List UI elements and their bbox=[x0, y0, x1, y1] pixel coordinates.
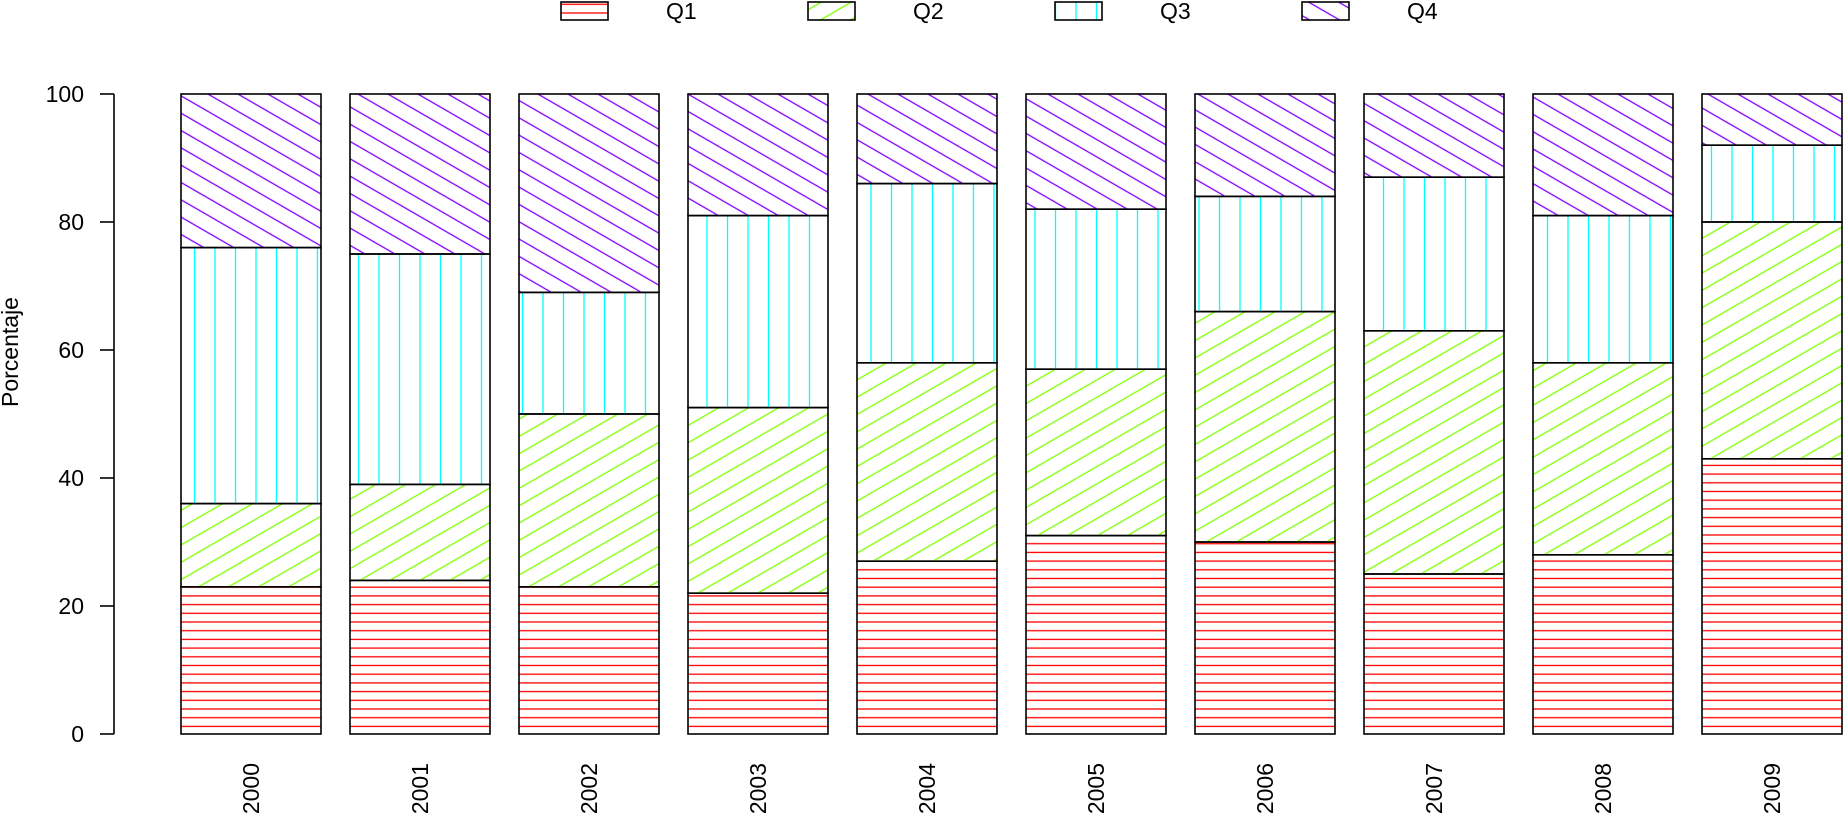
legend-label: Q4 bbox=[1407, 0, 1438, 24]
bar-segment-outline bbox=[1025, 93, 1167, 210]
bar-segment-q1-2009 bbox=[1702, 458, 1842, 734]
y-tick-label: 100 bbox=[46, 81, 84, 107]
legend-item-q3: Q3 bbox=[1054, 0, 1191, 24]
bar-stack-2007 bbox=[1363, 93, 1505, 735]
legend: Q1 Q2 Q3 Q4 bbox=[560, 0, 1438, 24]
y-tick-label: 40 bbox=[58, 465, 84, 491]
bar-segment-q3-2009 bbox=[1702, 145, 1842, 222]
legend-swatch bbox=[1055, 2, 1102, 20]
x-tick-label: 2009 bbox=[1759, 763, 1785, 814]
bar-segment-outline bbox=[687, 93, 829, 217]
bar-segment-q1-2003 bbox=[688, 593, 828, 734]
bar-segment-q3-2002 bbox=[519, 292, 659, 414]
y-axis: 0 20 40 60 80 100 bbox=[46, 81, 115, 747]
bar-segment-q4-2005 bbox=[1026, 94, 1166, 210]
bar-segment-q3-2000 bbox=[181, 247, 321, 504]
bar-stack-2009 bbox=[1701, 93, 1843, 735]
legend-swatch-outline bbox=[807, 1, 856, 21]
bar-segment-q3-2001 bbox=[350, 254, 490, 485]
bar-segment-q2-2000 bbox=[181, 503, 321, 587]
bar-stack-2000 bbox=[180, 93, 322, 735]
bar-segment-q4-2002 bbox=[519, 94, 659, 293]
bar-stack-2002 bbox=[518, 93, 660, 735]
bar-segment-q2-2001 bbox=[350, 484, 490, 581]
bar-stack-2008 bbox=[1532, 93, 1674, 735]
y-tick-label: 60 bbox=[58, 337, 84, 363]
bar-segment-q4-2006 bbox=[1195, 94, 1335, 197]
legend-item-q1: Q1 bbox=[560, 0, 697, 24]
bar-segment-q4-2001 bbox=[350, 94, 490, 254]
y-axis-label: Porcentaje bbox=[0, 297, 23, 407]
bar-segment-q1-2008 bbox=[1533, 554, 1673, 734]
legend-label: Q2 bbox=[913, 0, 944, 24]
bar-segment-q2-2007 bbox=[1364, 330, 1504, 574]
x-tick-label: 2007 bbox=[1421, 763, 1447, 814]
legend-item-q4: Q4 bbox=[1301, 0, 1438, 24]
bar-segment-q2-2002 bbox=[519, 414, 659, 587]
bar-segment-q2-2008 bbox=[1533, 362, 1673, 555]
x-tick-label: 2006 bbox=[1252, 763, 1278, 814]
bar-segment-q3-2006 bbox=[1195, 196, 1335, 312]
bar-segment-q4-2007 bbox=[1364, 94, 1504, 178]
bar-segment-q1-2002 bbox=[519, 586, 659, 734]
bar-segment-q3-2007 bbox=[1364, 177, 1504, 331]
x-tick-label: 2005 bbox=[1083, 763, 1109, 814]
bar-segment-q1-2000 bbox=[181, 586, 321, 734]
bar-segment-outline bbox=[1194, 93, 1336, 198]
bar-segment-q2-2009 bbox=[1702, 222, 1842, 459]
legend-label: Q1 bbox=[666, 0, 697, 24]
y-tick-label: 80 bbox=[58, 209, 84, 235]
x-tick-label: 2002 bbox=[576, 763, 602, 814]
legend-swatch bbox=[1302, 2, 1349, 20]
bar-stack-2006 bbox=[1194, 93, 1336, 735]
bar-segment-outline bbox=[1701, 93, 1843, 147]
x-axis-labels: 2000 2001 2002 2003 2004 2005 2006 2007 2008 2009 bbox=[238, 763, 1785, 814]
bar-segment-outline bbox=[1363, 93, 1505, 178]
bar-segment-outline bbox=[180, 93, 322, 249]
bar-segment-q1-2004 bbox=[857, 561, 997, 734]
bar-segment-q2-2005 bbox=[1026, 369, 1166, 536]
legend-swatch bbox=[561, 2, 608, 20]
x-tick-label: 2000 bbox=[238, 763, 264, 814]
legend-label: Q3 bbox=[1160, 0, 1191, 24]
legend-swatch bbox=[808, 2, 855, 20]
y-tick-label: 20 bbox=[58, 593, 84, 619]
y-tick-label: 0 bbox=[71, 721, 84, 747]
bar-segment-q1-2005 bbox=[1026, 535, 1166, 734]
bar-stack-2001 bbox=[349, 93, 491, 735]
bar-segment-q2-2006 bbox=[1195, 311, 1335, 542]
bar-segment-q3-2003 bbox=[688, 215, 828, 408]
x-tick-label: 2008 bbox=[1590, 763, 1616, 814]
bar-stack-2004 bbox=[856, 93, 998, 735]
legend-swatch-outline bbox=[560, 1, 609, 21]
bar-segment-q2-2003 bbox=[688, 407, 828, 594]
bar-segment-q2-2004 bbox=[857, 362, 997, 562]
bar-segment-q1-2007 bbox=[1364, 574, 1504, 734]
bar-segment-outline bbox=[856, 93, 998, 185]
bar-segment-q1-2001 bbox=[350, 580, 490, 734]
legend-swatch-outline bbox=[1301, 1, 1350, 21]
bar-segment-q3-2008 bbox=[1533, 215, 1673, 363]
bar-segment-q4-2009 bbox=[1702, 94, 1842, 146]
bar-segment-q4-2003 bbox=[688, 94, 828, 216]
bar-segment-outline bbox=[1532, 93, 1674, 217]
bar-segment-q4-2004 bbox=[857, 94, 997, 184]
x-tick-label: 2004 bbox=[914, 763, 940, 814]
bar-segment-q1-2006 bbox=[1195, 542, 1335, 734]
bars bbox=[180, 93, 1843, 735]
x-tick-label: 2003 bbox=[745, 763, 771, 814]
bar-segment-q4-2008 bbox=[1533, 94, 1673, 216]
legend-swatch-outline bbox=[1054, 1, 1103, 21]
bar-segment-outline bbox=[518, 93, 660, 294]
bar-segment-outline bbox=[349, 93, 491, 255]
x-tick-label: 2001 bbox=[407, 763, 433, 814]
bar-segment-q3-2005 bbox=[1026, 209, 1166, 370]
legend-item-q2: Q2 bbox=[807, 0, 944, 24]
bar-stack-2003 bbox=[687, 93, 829, 735]
bar-segment-q4-2000 bbox=[181, 94, 321, 248]
bar-segment-q3-2004 bbox=[857, 183, 997, 363]
bar-stack-2005 bbox=[1025, 93, 1167, 735]
